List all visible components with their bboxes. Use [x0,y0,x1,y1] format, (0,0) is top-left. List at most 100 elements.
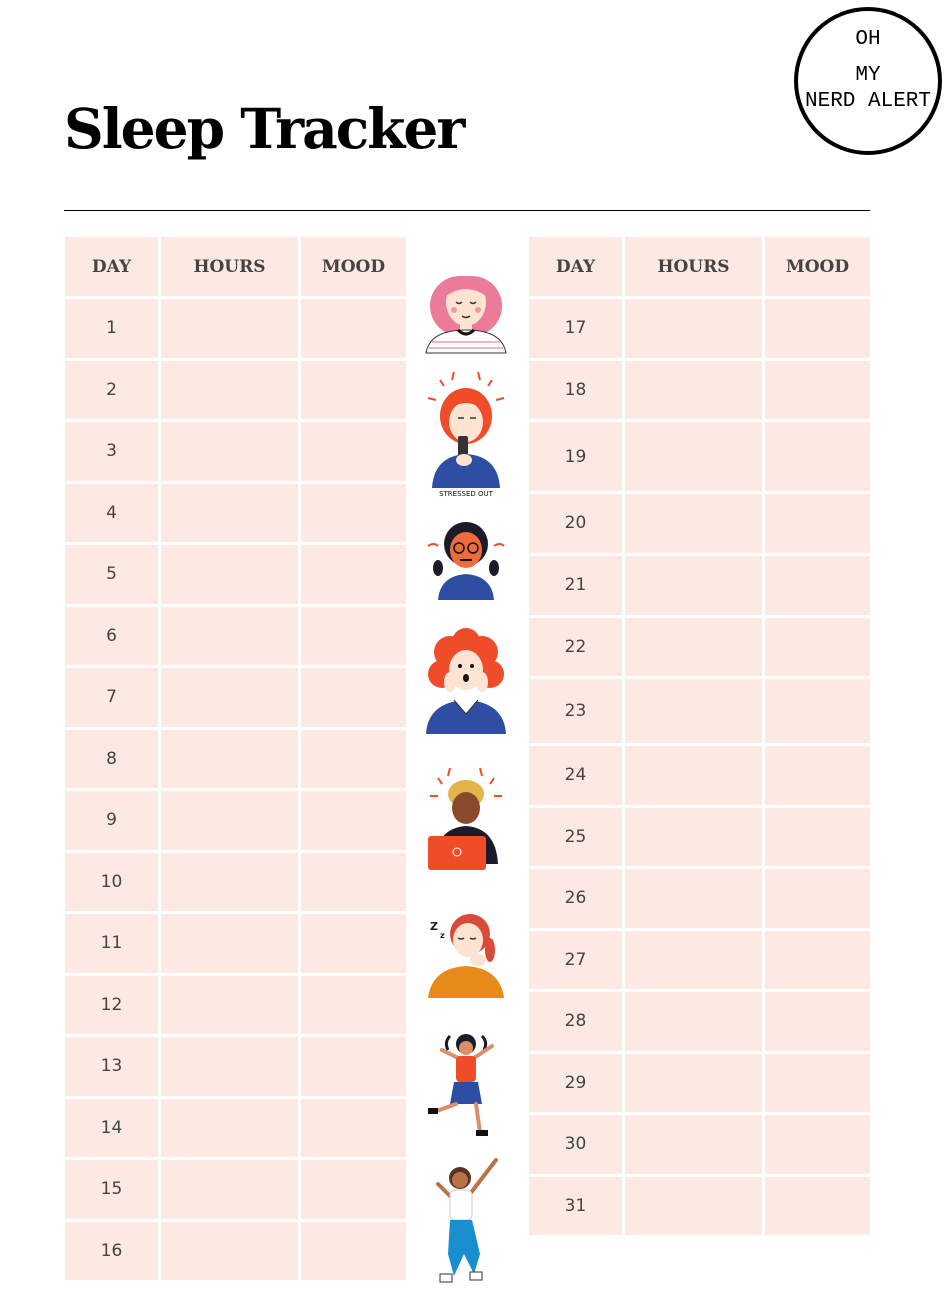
mood-cell[interactable] [298,1218,409,1283]
table-row: 23 [526,676,873,746]
table-row: 18 [526,357,873,422]
logo-line-3: NERD ALERT [804,90,932,113]
stressed-caption: STRESSED OUT [439,490,494,498]
day-number-cell: 23 [526,676,625,746]
mood-cell[interactable] [762,989,873,1054]
hours-cell[interactable] [158,849,301,914]
day-number-cell: 21 [526,552,625,618]
table-row: 20 [526,491,873,556]
hours-cell[interactable] [158,726,301,791]
hours-cell[interactable] [622,804,765,869]
hours-cell[interactable] [622,491,765,556]
day-number-cell: 17 [526,296,625,361]
mood-cell[interactable] [762,1112,873,1177]
hours-cell[interactable] [158,419,301,484]
hours-cell[interactable] [158,1218,301,1283]
mood-cell[interactable] [762,676,873,746]
table-row: 29 [526,1050,873,1115]
mood-cell[interactable] [298,911,409,976]
hours-cell[interactable] [622,676,765,746]
hours-cell[interactable] [622,866,765,931]
mood-cell[interactable] [298,419,409,484]
hours-cell[interactable] [622,419,765,494]
table-row: 12 [62,972,409,1037]
table-row: 30 [526,1112,873,1177]
table-row: 1 [62,296,409,361]
hours-cell[interactable] [622,1173,765,1238]
hours-cell[interactable] [622,552,765,618]
logo-line-2: MY [855,64,881,87]
mood-cell[interactable] [298,1034,409,1099]
hours-cell[interactable] [158,357,301,422]
table-row: 9 [62,788,409,853]
mood-cell[interactable] [298,296,409,361]
mood-cell[interactable] [298,849,409,914]
mood-cell[interactable] [298,972,409,1037]
mood-cell[interactable] [762,614,873,679]
mood-cell[interactable] [762,552,873,618]
table-row: 19 [526,419,873,494]
mood-cell[interactable] [762,1173,873,1238]
day-number-cell: 7 [62,665,161,730]
dancing-girl-sticker-icon [428,1034,494,1136]
logo-line-1: OH [855,28,881,51]
hours-cell[interactable] [158,665,301,730]
jumping-girl-sticker-icon [436,1158,498,1283]
mood-cell[interactable] [298,542,409,607]
hours-cell[interactable] [622,357,765,422]
day-number-cell: 14 [62,1095,161,1160]
hours-cell[interactable] [622,927,765,992]
table-row: 3 [62,419,409,484]
mood-cell[interactable] [762,296,873,361]
mood-cell[interactable] [762,1050,873,1115]
hours-cell[interactable] [158,1157,301,1222]
tracker-table-right: DAY HOURS MOOD 17 18 19 20 21 22 23 24 25 26 27 28 2… [526,234,873,1238]
table-row: 6 [62,603,409,668]
day-number-cell: 8 [62,726,161,791]
mood-cell[interactable] [298,603,409,668]
mood-header: MOOD [298,234,409,299]
angry-girl-sticker-icon [427,522,505,600]
hours-cell[interactable] [622,1112,765,1177]
page-title: Sleep Tracker [64,96,465,161]
mood-cell[interactable] [298,480,409,545]
hours-cell[interactable] [622,296,765,361]
mood-cell[interactable] [298,788,409,853]
hours-header: HOURS [158,234,301,299]
mood-cell[interactable] [298,1157,409,1222]
day-header: DAY [526,234,625,299]
mood-cell[interactable] [762,866,873,931]
mood-cell[interactable] [762,491,873,556]
hours-cell[interactable] [158,603,301,668]
table-header-row: DAY HOURS MOOD [526,234,873,299]
mood-cell[interactable] [762,357,873,422]
mood-cell[interactable] [762,804,873,869]
table-row: 15 [62,1157,409,1222]
hours-cell[interactable] [622,743,765,808]
mood-cell[interactable] [298,665,409,730]
day-number-cell: 13 [62,1034,161,1099]
hours-cell[interactable] [158,911,301,976]
table-row: 13 [62,1034,409,1099]
hours-cell[interactable] [158,1095,301,1160]
mood-cell[interactable] [298,357,409,422]
mood-cell[interactable] [762,927,873,992]
hours-cell[interactable] [158,788,301,853]
mood-cell[interactable] [298,1095,409,1160]
hours-cell[interactable] [158,1034,301,1099]
mood-cell[interactable] [298,726,409,791]
hours-cell[interactable] [158,296,301,361]
hours-cell[interactable] [622,614,765,679]
hours-cell[interactable] [158,480,301,545]
hours-cell[interactable] [622,989,765,1054]
hours-header: HOURS [622,234,765,299]
hours-cell[interactable] [158,972,301,1037]
sleepy-girl-sticker-icon: Z z [428,914,504,998]
day-number-cell: 18 [526,357,625,422]
day-number-cell: 19 [526,419,625,494]
hours-cell[interactable] [622,1050,765,1115]
svg-text:z: z [440,931,445,940]
mood-cell[interactable] [762,743,873,808]
mood-cell[interactable] [762,419,873,494]
hours-cell[interactable] [158,542,301,607]
